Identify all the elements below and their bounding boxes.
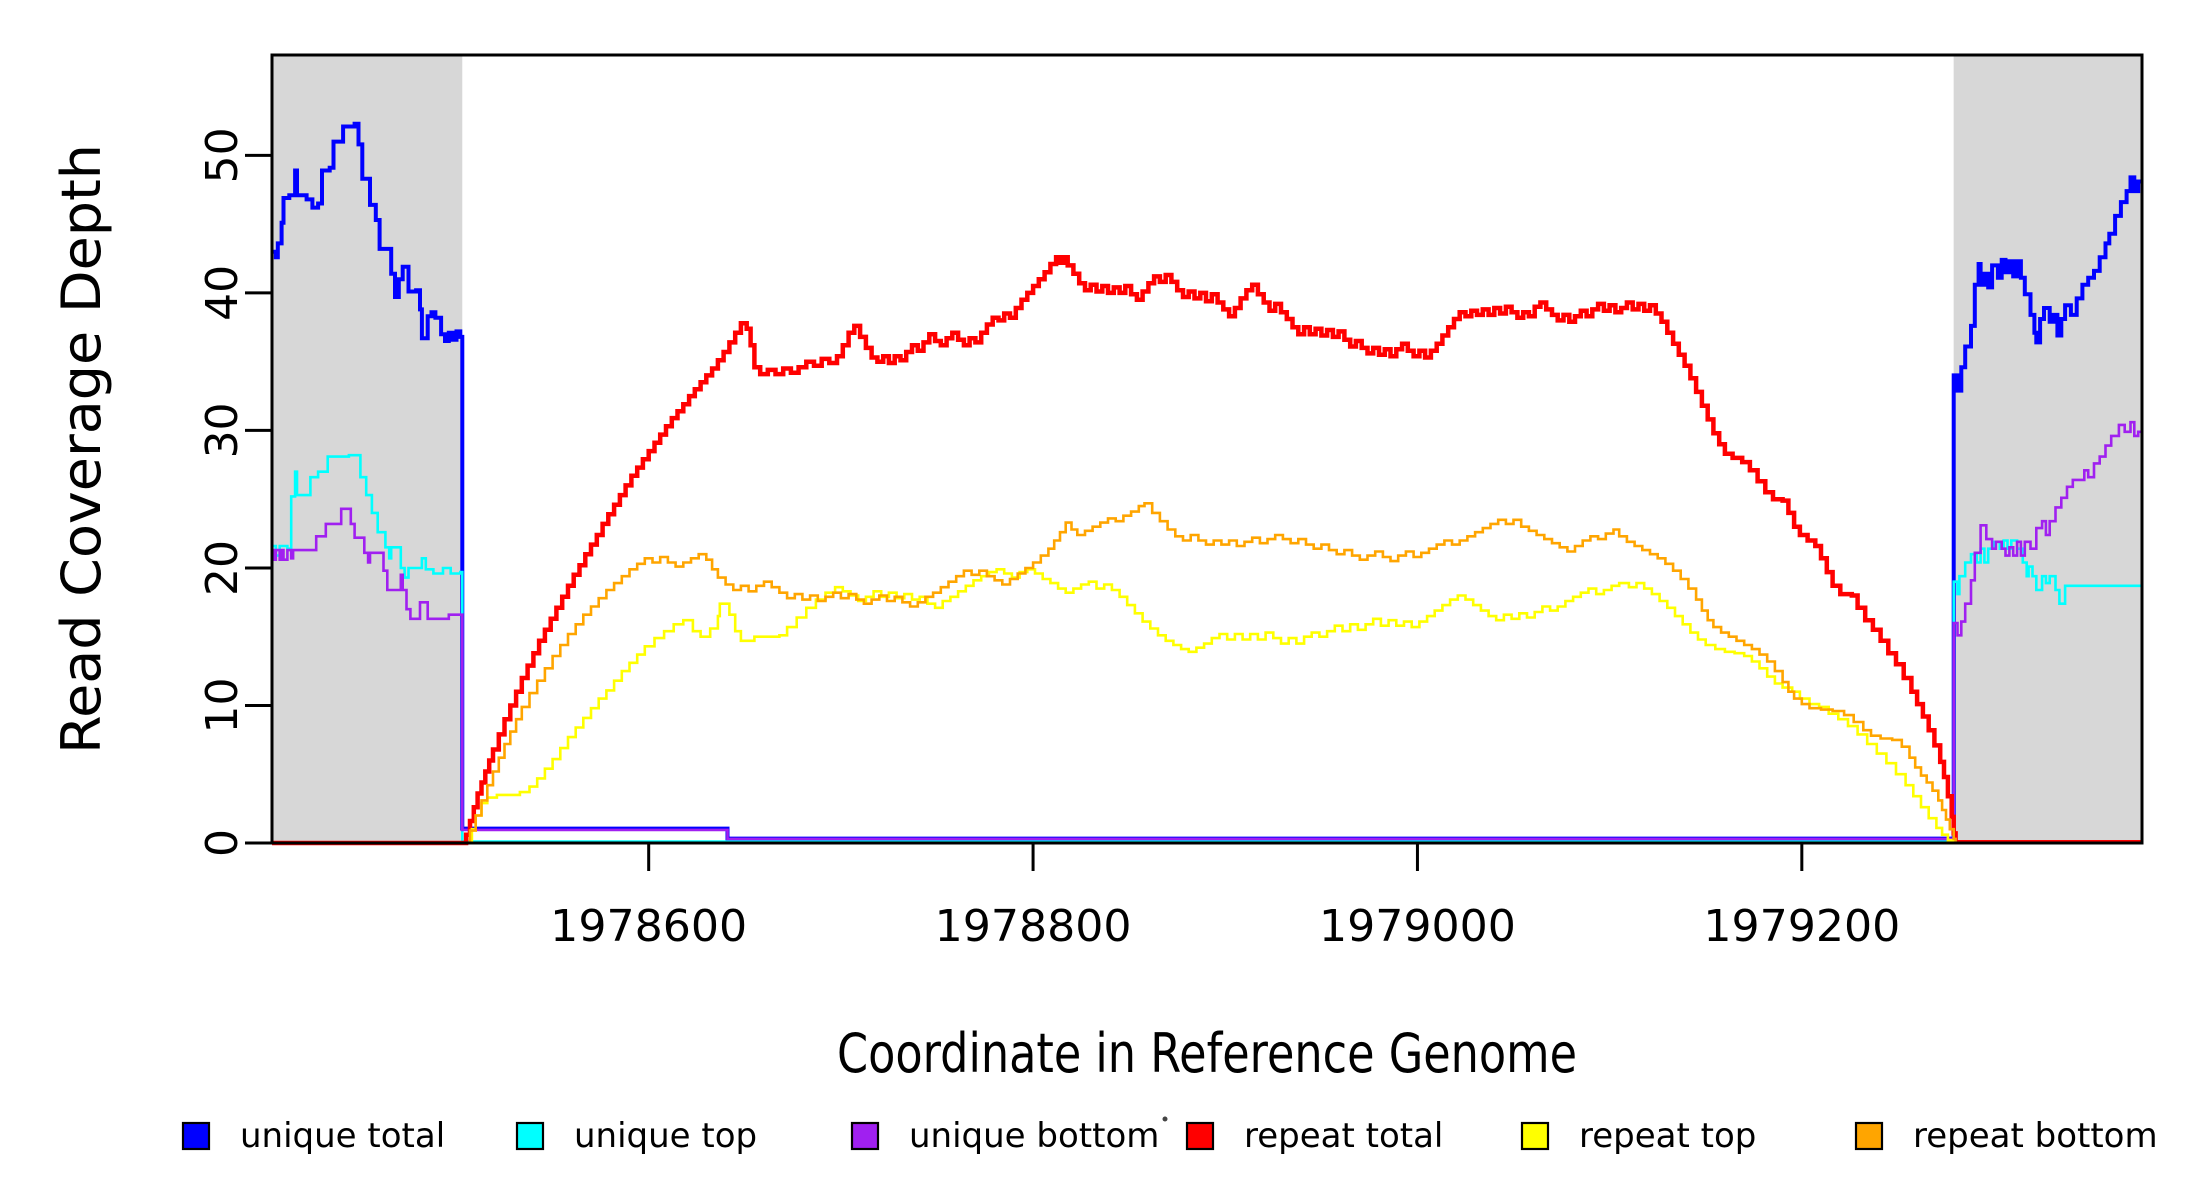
y-tick-label: 30 <box>197 402 248 458</box>
legend-item-unique-total: unique total <box>181 1116 445 1156</box>
y-axis-title: Read Coverage Depth <box>50 144 113 754</box>
y-tick-label: 50 <box>197 127 248 183</box>
legend: unique total unique top unique bottom re… <box>181 1116 2158 1156</box>
unique-top-swatch-icon <box>515 1121 545 1151</box>
legend-label: unique bottom <box>909 1116 1159 1156</box>
legend-item-repeat-total: repeat total <box>1185 1116 1443 1156</box>
x-tick-label: 1979000 <box>1319 901 1516 952</box>
series-line-repeat-bottom <box>272 502 2142 845</box>
y-axis-ticks: 0 10 20 30 40 50 <box>197 127 272 857</box>
x-axis-title: Coordinate in Reference Genome <box>837 1022 1577 1085</box>
y-tick-label: 40 <box>197 265 248 321</box>
repeat-total-swatch-icon <box>1185 1121 1215 1151</box>
repeat-top-swatch-icon <box>1520 1121 1550 1151</box>
series-line-unique-total <box>272 121 2142 841</box>
masked-region-right <box>1953 55 2142 843</box>
series-line-unique-bottom <box>272 420 2142 841</box>
y-tick-label: 0 <box>197 829 248 857</box>
legend-label: unique total <box>240 1116 445 1156</box>
unique-bottom-swatch-icon <box>850 1121 880 1151</box>
series-line-repeat-total <box>272 254 2142 846</box>
legend-item-repeat-top: repeat top <box>1520 1116 1756 1156</box>
masked-region-left <box>272 55 463 843</box>
legend-item-unique-top: unique top <box>515 1116 757 1156</box>
legend-item-unique-bottom: unique bottom <box>850 1116 1159 1156</box>
legend-label: repeat total <box>1244 1116 1443 1156</box>
legend-label: repeat top <box>1579 1116 1756 1156</box>
legend-label: repeat bottom <box>1913 1116 2158 1156</box>
legend-item-repeat-bottom: repeat bottom <box>1854 1116 2158 1156</box>
x-axis-ticks: 1978600 1978800 1979000 1979200 <box>550 843 1900 952</box>
legend-label: unique top <box>574 1116 757 1156</box>
y-tick-label: 10 <box>197 677 248 733</box>
plot-frame <box>270 53 2144 845</box>
x-tick-label: 1978600 <box>550 901 747 952</box>
repeat-bottom-swatch-icon <box>1854 1121 1884 1151</box>
unique-total-swatch-icon <box>181 1121 211 1151</box>
x-tick-label: 1978800 <box>935 901 1132 952</box>
y-tick-label: 20 <box>197 540 248 596</box>
x-tick-label: 1979200 <box>1703 901 1900 952</box>
series-line-repeat-top <box>272 568 2142 845</box>
stray-mark <box>1162 1116 1168 1122</box>
